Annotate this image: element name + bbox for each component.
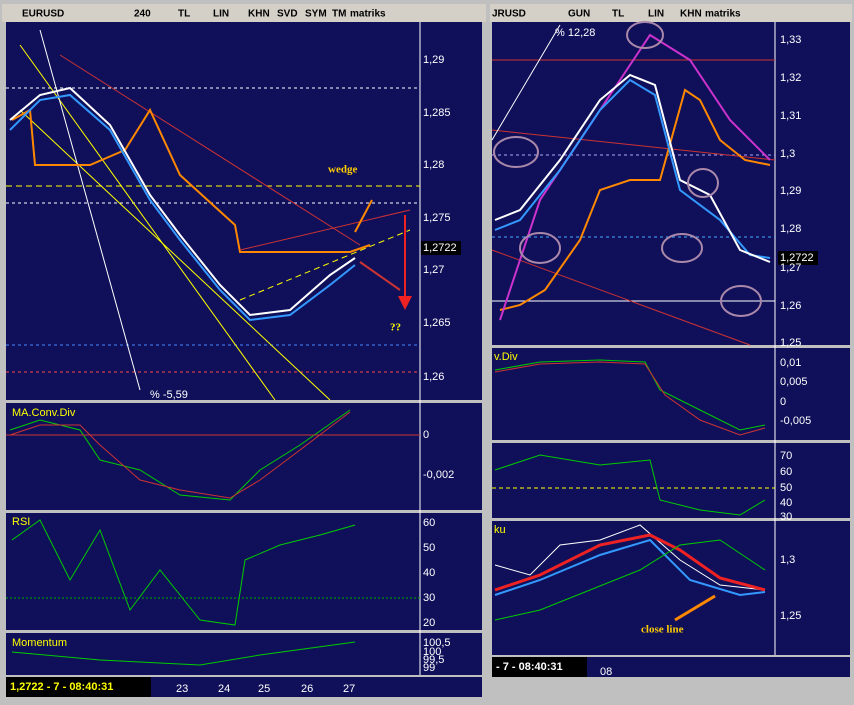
y-tick-label: 1,33 (780, 34, 801, 46)
date-label: 08 (600, 666, 612, 678)
toolbar-label: KHN (680, 9, 702, 20)
y-tick-label: 1,285 (423, 107, 451, 119)
toolbar-label: TL (612, 9, 624, 20)
y-tick-label: 50 (423, 542, 435, 554)
price-highlight (778, 251, 818, 265)
y-tick-label: 0 (780, 396, 786, 408)
date-label: 25 (258, 683, 270, 695)
y-tick-label: 60 (780, 466, 792, 478)
right-drawings (491, 21, 776, 622)
annotation: ?? (390, 322, 401, 334)
price-highlight (421, 241, 461, 255)
toolbar-label: EURUSD (22, 9, 64, 20)
panel-title: RSI (12, 516, 30, 528)
y-tick-label: 1,27 (423, 264, 444, 276)
y-tick-label: 30 (780, 511, 792, 523)
y-tick-label: 20 (423, 617, 435, 629)
date-label: 26 (301, 683, 313, 695)
y-tick-label: 30 (423, 592, 435, 604)
y-tick-label: 0,005 (780, 376, 808, 388)
y-tick-label: 1,275 (423, 212, 451, 224)
y-tick-label: 1,25 (780, 610, 801, 622)
toolbar-label: 240 (134, 9, 151, 20)
toolbar-label: GUN (568, 9, 590, 20)
left-macd-panel (6, 403, 482, 510)
right-main-panel (492, 22, 850, 345)
date-label: 23 (176, 683, 188, 695)
annotation: close line (641, 624, 684, 636)
y-tick-label: 0 (423, 429, 429, 441)
toolbar-label: SVD (277, 9, 298, 20)
y-tick-label: 1,3 (780, 148, 795, 160)
y-tick-label: 1,265 (423, 317, 451, 329)
toolbar-label: TM (332, 9, 346, 20)
change-label: % 12,28 (555, 27, 595, 39)
toolbar-label: KHN (248, 9, 270, 20)
y-tick-label: 1,3 (780, 554, 795, 566)
panel-title: MA.Conv.Div (12, 407, 76, 419)
y-tick-label: 1,27 (780, 262, 801, 274)
right-status-box (492, 657, 587, 677)
y-tick-label: 1,26 (780, 300, 801, 312)
annotation: wedge (328, 164, 357, 176)
toolbar-label: matriks (350, 9, 386, 20)
right-rsi-panel (492, 443, 850, 518)
y-tick-label: 60 (423, 517, 435, 529)
y-tick-label: 40 (423, 567, 435, 579)
panel-title: ku (494, 524, 506, 536)
left-status-box (6, 677, 151, 697)
status-text: - 7 - 08:40:31 (496, 661, 563, 673)
date-label: 24 (218, 683, 230, 695)
right-toolbar (490, 4, 852, 22)
toolbar-label: matriks (705, 9, 741, 20)
panel-title: Momentum (12, 637, 67, 649)
toolbar-label: JRUSD (492, 9, 526, 20)
y-tick-label: 1,29 (780, 185, 801, 197)
y-tick-label: 0,01 (780, 357, 801, 369)
y-tick-label: 1,25 (780, 337, 801, 349)
y-tick-label: 100 (423, 646, 441, 658)
y-tick-label: 50 (780, 482, 792, 494)
panel-title: v.Div (494, 351, 518, 363)
left-toolbar (2, 4, 486, 22)
left-rsi-panel (6, 513, 482, 630)
y-tick-label: -0,002 (423, 469, 454, 481)
y-tick-label: 1,29 (423, 54, 444, 66)
y-tick-label: 100,5 (423, 637, 451, 649)
right-ichimoku-panel (492, 521, 850, 655)
toolbar-label: LIN (648, 9, 664, 20)
y-tick-label: 1,28 (780, 223, 801, 235)
y-tick-label: 1,2722 (423, 242, 457, 254)
y-tick-label: 1,2722 (780, 252, 814, 264)
toolbar-label: TL (178, 9, 190, 20)
left-main-panel (6, 22, 482, 400)
left-momentum-panel (6, 633, 482, 675)
y-tick-label: 40 (780, 497, 792, 509)
y-tick-label: 70 (780, 450, 792, 462)
y-tick-label: 1,28 (423, 159, 444, 171)
y-tick-label: 99,5 (423, 654, 444, 666)
toolbar-label: LIN (213, 9, 229, 20)
change-label: % -5,59 (150, 389, 188, 401)
status-text: 1,2722 - 7 - 08:40:31 (10, 681, 113, 693)
date-label: 27 (343, 683, 355, 695)
y-tick-label: -0,005 (780, 415, 811, 427)
y-tick-label: 1,31 (780, 110, 801, 122)
toolbar-label: SYM (305, 9, 327, 20)
left-drawings (6, 29, 420, 666)
y-tick-label: 1,26 (423, 371, 444, 383)
y-tick-label: 99 (423, 662, 435, 674)
y-tick-label: 1,32 (780, 72, 801, 84)
